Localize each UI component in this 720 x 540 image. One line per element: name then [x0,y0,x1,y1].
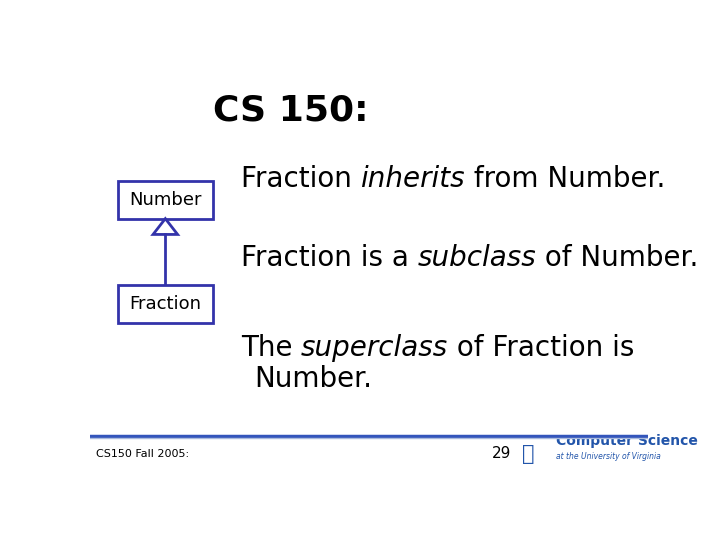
Text: The: The [240,334,301,362]
Text: Number.: Number. [255,364,373,393]
Text: CS150 Fall 2005:: CS150 Fall 2005: [96,449,189,458]
Text: superclass: superclass [301,334,449,362]
Text: of Fraction is: of Fraction is [449,334,634,362]
Text: Number: Number [129,191,202,209]
Text: at the University of Virginia: at the University of Virginia [556,451,661,461]
Text: CS 150:: CS 150: [213,94,368,128]
Text: of Number.: of Number. [536,244,698,272]
FancyBboxPatch shape [118,181,213,219]
Text: Fraction: Fraction [240,165,361,193]
Text: 🏛: 🏛 [523,443,535,463]
Text: subclass: subclass [418,244,536,272]
FancyBboxPatch shape [118,285,213,322]
Text: inherits: inherits [361,165,465,193]
Text: from Number.: from Number. [465,165,665,193]
Text: Fraction: Fraction [130,295,202,313]
Text: 29: 29 [492,446,511,461]
Text: Fraction is a: Fraction is a [240,244,418,272]
Text: Computer Science: Computer Science [556,434,698,448]
